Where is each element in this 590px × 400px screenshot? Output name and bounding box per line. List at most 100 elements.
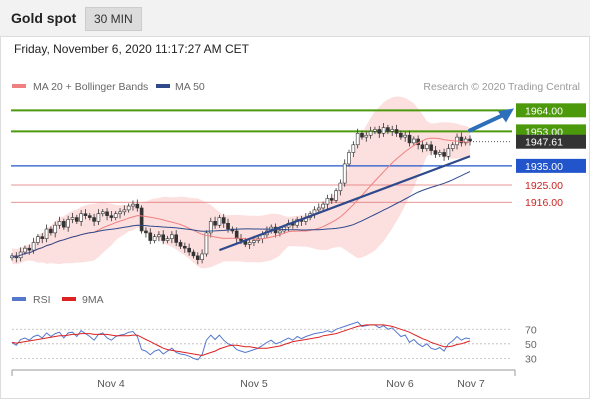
candle-body <box>92 217 96 222</box>
candle-body <box>131 203 135 207</box>
level-label-1925.00: 1925.00 <box>525 180 563 192</box>
x-tick-label: Nov 7 <box>457 378 485 390</box>
rsi-ma-line <box>11 324 471 357</box>
instrument-title: Gold spot <box>11 10 77 26</box>
candle-body <box>424 144 429 149</box>
candle-body <box>139 207 144 232</box>
candle-body <box>217 217 222 226</box>
current-price-label: 1947.61 <box>525 137 563 149</box>
candle-body <box>226 222 230 230</box>
candle-body <box>174 234 179 243</box>
candle-body <box>208 221 213 234</box>
candle-body <box>191 251 196 257</box>
candle-body <box>381 127 386 134</box>
candle-body <box>347 152 351 165</box>
chart-header: Gold spot 30 MIN <box>0 0 590 37</box>
candle-body <box>96 213 101 222</box>
candle-body <box>403 134 408 138</box>
candle-body <box>10 255 14 259</box>
candle-body <box>463 138 468 144</box>
candle-body <box>113 213 118 218</box>
candle-body <box>44 228 49 239</box>
candle-body <box>152 236 157 241</box>
candle-body <box>74 217 79 222</box>
level-tag-1935.00 <box>516 158 586 173</box>
candle-body <box>351 144 356 153</box>
candle-body <box>437 152 442 155</box>
rsi-legend-label: RSI <box>33 294 51 306</box>
projection-arrow-shaft <box>468 112 507 133</box>
candle-body <box>252 240 256 243</box>
candle-body <box>420 144 425 149</box>
candle-body <box>325 198 330 205</box>
candle-body <box>334 190 338 201</box>
candle-body <box>195 255 200 260</box>
candle-body <box>66 219 70 228</box>
candle-body <box>165 238 170 241</box>
candle-body <box>105 211 109 216</box>
candle-body <box>377 129 382 134</box>
candle-body <box>342 163 347 184</box>
rsi-line <box>11 321 471 361</box>
candle-body <box>144 230 148 234</box>
candle-body <box>62 221 66 228</box>
candle-body <box>53 224 58 234</box>
level-tag-1964.00 <box>516 103 586 118</box>
candle-body <box>247 242 252 245</box>
candle-body <box>450 144 455 149</box>
candle-body <box>433 150 438 155</box>
x-tick-label: Nov 6 <box>386 378 414 390</box>
candle-body <box>170 234 174 239</box>
candle-body <box>204 232 209 255</box>
candle-body <box>321 203 325 209</box>
candle-body <box>329 198 334 201</box>
candle-body <box>407 134 412 144</box>
candle-body <box>221 217 226 224</box>
candle-body <box>360 132 364 138</box>
candle-body <box>468 138 472 142</box>
candle-body <box>118 211 122 215</box>
candle-body <box>83 213 88 216</box>
candle-body <box>49 228 53 234</box>
rsi-ma-legend-label: 9MA <box>82 294 104 306</box>
x-tick-label: Nov 5 <box>240 378 268 390</box>
candle-body <box>178 242 183 247</box>
candle-body <box>27 247 32 251</box>
candle-body <box>100 211 105 215</box>
candle-body <box>200 253 204 260</box>
candle-body <box>126 205 131 211</box>
candle-body <box>161 234 166 241</box>
candle-body <box>234 230 239 239</box>
candle-body <box>79 213 83 222</box>
candle-body <box>122 209 127 213</box>
candle-body <box>442 152 446 157</box>
candle-body <box>373 129 377 132</box>
ma50-legend-label: MA 50 <box>175 81 205 93</box>
timestamp: Friday, November 6, 2020 11:17:27 AM CET <box>14 42 250 56</box>
trend-line <box>219 155 471 252</box>
research-credit: Research © 2020 Trading Central <box>423 81 580 93</box>
bollinger-band <box>12 96 470 269</box>
rsi-tick-label: 50 <box>525 339 537 351</box>
candle-body <box>368 131 373 136</box>
projection-arrow-head <box>498 108 514 123</box>
current-price-tag <box>516 134 586 149</box>
candle-body <box>386 127 390 132</box>
candle-body <box>399 132 403 138</box>
candle-body <box>109 215 114 218</box>
candle-body <box>70 217 75 220</box>
candle-body <box>87 215 92 218</box>
candle-body <box>364 134 369 138</box>
interval-button[interactable]: 30 MIN <box>85 7 142 31</box>
level-label-1916.00: 1916.00 <box>525 197 563 209</box>
candle-body <box>135 203 140 209</box>
candle-body <box>157 234 161 238</box>
candle-body <box>213 221 217 226</box>
candle-body <box>23 247 27 253</box>
ma20-legend-label: MA 20 + Bollinger Bands <box>33 81 148 93</box>
rsi-tick-label: 30 <box>525 353 537 365</box>
candle-body <box>36 236 40 243</box>
candle-body <box>187 247 191 253</box>
candle-body <box>31 242 36 251</box>
